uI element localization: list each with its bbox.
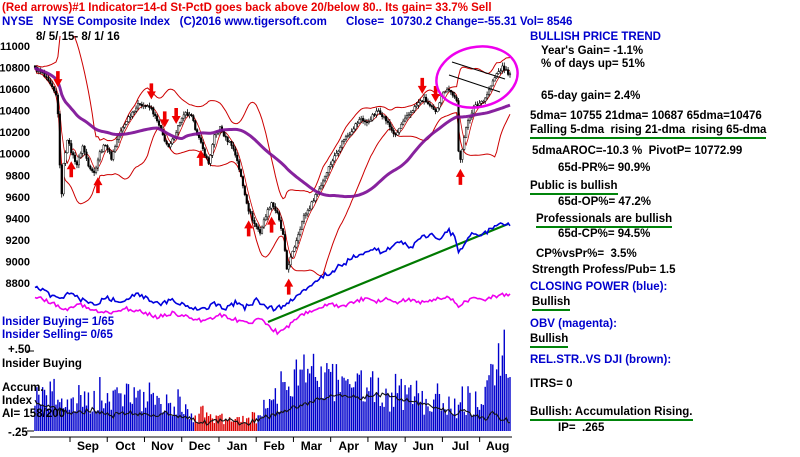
svg-text:10000: 10000 <box>0 149 30 161</box>
accum-panel-title-line2: Accum. <box>2 382 44 394</box>
accum-scale-top-label: +.50 <box>8 344 31 356</box>
svg-text:May: May <box>374 439 398 453</box>
op65-value: 65d-OP%= 47.2% <box>558 196 652 208</box>
days-up-value: % of days up= 51% <box>541 58 645 70</box>
closing-power-status: Bullish <box>532 296 571 311</box>
x-axis: Sep Oct Nov Dec Jan Feb Mar Apr May Jun Jul Aug <box>30 436 512 453</box>
years-gain-value: Year's Gain= -1.1% <box>541 45 644 57</box>
svg-text:11000: 11000 <box>0 41 30 53</box>
accumulation-bars <box>34 329 511 431</box>
panel-scale-ticks <box>27 350 34 432</box>
closing-power-header: CLOSING POWER (blue): <box>530 281 668 293</box>
indicator-signal-header: (Red arrows)#1 Indicator=14-d St-PctD go… <box>2 2 492 14</box>
aroc-pivot-values: 5dmaAROC=-10.3 % PivotP= 10772.99 <box>532 145 743 157</box>
itrs-value: ITRS= 0 <box>530 378 573 390</box>
pr65-value: 65d-PR%= 90.9% <box>558 162 651 174</box>
accum-panel-title-line3: Index <box>2 395 33 407</box>
svg-text:8800: 8800 <box>6 278 30 290</box>
accum-panel-title-line1: Insider Buying <box>2 358 82 370</box>
moving-averages-values: 5dma= 10755 21dma= 10687 65dma=10476 <box>530 110 762 122</box>
svg-text:Aug: Aug <box>486 439 509 453</box>
svg-text:9400: 9400 <box>6 213 30 225</box>
insider-buying-count-label: Insider Buying= 1/65 <box>2 316 115 328</box>
consolidation-ellipse <box>435 45 519 109</box>
svg-text:9200: 9200 <box>6 235 30 247</box>
relative-strength-header: REL.STR..VS DJI (brown): <box>530 354 672 366</box>
cp-vs-pr-value: CP%vsPr%= 3.5% <box>536 248 637 260</box>
svg-text:Feb: Feb <box>264 439 285 453</box>
public-sentiment-status: Public is bullish <box>530 180 618 195</box>
y-axis: 11000 10800 10600 10400 10200 10000 9800 9600 94… <box>0 41 30 290</box>
dma-trend-status: Falling 5-dma rising 21-dma rising 65-dm… <box>530 124 767 139</box>
date-range-label: 8/ 5/ 15- 8/ 1/ 16 <box>36 31 120 43</box>
svg-text:9600: 9600 <box>6 192 30 204</box>
svg-text:Jan: Jan <box>227 439 248 453</box>
svg-text:Dec: Dec <box>189 439 211 453</box>
svg-text:Jun: Jun <box>412 439 433 453</box>
professional-sentiment-status: Professionals are bullish <box>536 213 673 228</box>
svg-text:Mar: Mar <box>301 439 323 453</box>
obv-status: Bullish <box>530 333 569 348</box>
accumulation-status: Bullish: Accumulation Rising. <box>530 406 693 421</box>
ip-value: IP= .265 <box>558 422 605 434</box>
obv-line <box>34 292 511 336</box>
insider-selling-count-label: Insider Selling= 0/65 <box>2 329 113 341</box>
cp65-value: 65d-CP%= 94.5% <box>558 228 651 240</box>
obv-header: OBV (magenta): <box>530 318 617 330</box>
ma-65-line <box>33 66 511 199</box>
svg-text:Nov: Nov <box>151 439 174 453</box>
svg-text:10200: 10200 <box>0 127 30 139</box>
svg-text:Sep: Sep <box>77 439 99 453</box>
closing-power-line <box>34 221 511 313</box>
svg-text:Jul: Jul <box>452 439 469 453</box>
svg-text:10800: 10800 <box>0 63 30 75</box>
gain-65d-value: 65-day gain= 2.4% <box>541 90 641 102</box>
svg-text:Apr: Apr <box>338 439 359 453</box>
cp-trendline <box>267 222 509 324</box>
signal-arrows <box>53 71 465 295</box>
bullish-price-trend-title: BULLISH PRICE TREND <box>530 31 661 43</box>
accumulation-index-label: AI= 158/200 <box>2 408 65 420</box>
accum-scale-bottom-label: -.25 <box>8 427 28 439</box>
strength-ratio-value: Strength Profess/Pub= 1.5 <box>532 264 676 276</box>
svg-text:10600: 10600 <box>0 84 30 96</box>
symbol-title-header: NYSE NYSE Composite Index (C)2016 www.ti… <box>2 16 573 28</box>
svg-text:9800: 9800 <box>6 170 30 182</box>
svg-text:9000: 9000 <box>6 256 30 268</box>
bollinger-bands <box>34 36 511 277</box>
relative-strength-line <box>34 391 511 426</box>
svg-text:Oct: Oct <box>115 439 135 453</box>
svg-text:10400: 10400 <box>0 106 30 118</box>
